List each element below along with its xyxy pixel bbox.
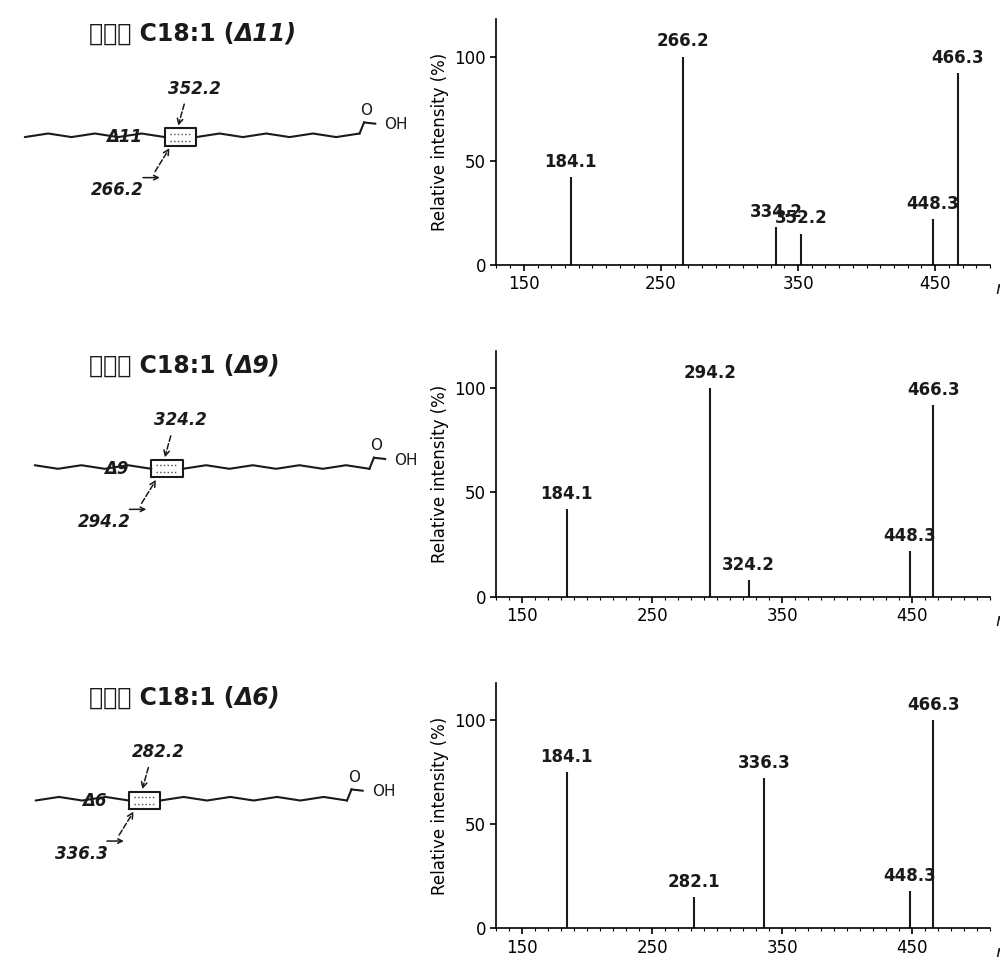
Text: 脂肪酸 C18:1 (: 脂肪酸 C18:1 ( <box>89 685 234 709</box>
Text: 466.3: 466.3 <box>907 696 960 714</box>
Text: 336.3: 336.3 <box>738 754 791 772</box>
Text: 352.2: 352.2 <box>168 79 220 98</box>
Text: 294.2: 294.2 <box>78 513 131 531</box>
Text: 324.2: 324.2 <box>154 412 207 430</box>
Text: $m/z$: $m/z$ <box>995 943 1000 957</box>
Text: Δ9: Δ9 <box>104 459 129 478</box>
Text: 294.2: 294.2 <box>683 364 736 382</box>
Y-axis label: Relative intensity (%): Relative intensity (%) <box>431 385 449 563</box>
Text: OH: OH <box>394 453 418 468</box>
Text: O: O <box>360 102 372 118</box>
Text: $m/z$: $m/z$ <box>995 612 1000 630</box>
Text: $m/z$: $m/z$ <box>995 279 1000 298</box>
Text: 448.3: 448.3 <box>883 866 936 884</box>
Text: Δ6: Δ6 <box>82 791 106 810</box>
Text: O: O <box>370 438 382 453</box>
Text: 266.2: 266.2 <box>91 181 144 199</box>
Text: 448.3: 448.3 <box>906 195 959 212</box>
Text: 184.1: 184.1 <box>540 747 593 766</box>
Text: 184.1: 184.1 <box>540 485 593 502</box>
Text: 336.3: 336.3 <box>55 845 108 863</box>
Text: 324.2: 324.2 <box>722 556 775 573</box>
Text: 184.1: 184.1 <box>544 153 597 171</box>
Text: 282.2: 282.2 <box>132 744 185 761</box>
Y-axis label: Relative intensity (%): Relative intensity (%) <box>431 53 449 232</box>
Text: 266.2: 266.2 <box>657 33 709 51</box>
Text: 448.3: 448.3 <box>883 526 936 545</box>
Text: Δ6): Δ6) <box>234 685 280 709</box>
Text: OH: OH <box>384 118 408 132</box>
Text: 466.3: 466.3 <box>907 381 960 399</box>
Text: 466.3: 466.3 <box>931 49 984 67</box>
Text: Δ11: Δ11 <box>106 128 142 146</box>
Text: 352.2: 352.2 <box>775 210 827 228</box>
Text: Δ11): Δ11) <box>234 22 296 46</box>
Y-axis label: Relative intensity (%): Relative intensity (%) <box>431 716 449 895</box>
Text: 脂肪酸 C18:1 (: 脂肪酸 C18:1 ( <box>89 353 234 378</box>
Text: 脂肪酸 C18:1 (: 脂肪酸 C18:1 ( <box>89 22 234 46</box>
Text: 282.1: 282.1 <box>668 873 720 891</box>
Text: 334.2: 334.2 <box>750 203 803 221</box>
Text: Δ9): Δ9) <box>234 353 280 378</box>
Text: O: O <box>348 769 360 785</box>
Text: OH: OH <box>372 785 395 799</box>
